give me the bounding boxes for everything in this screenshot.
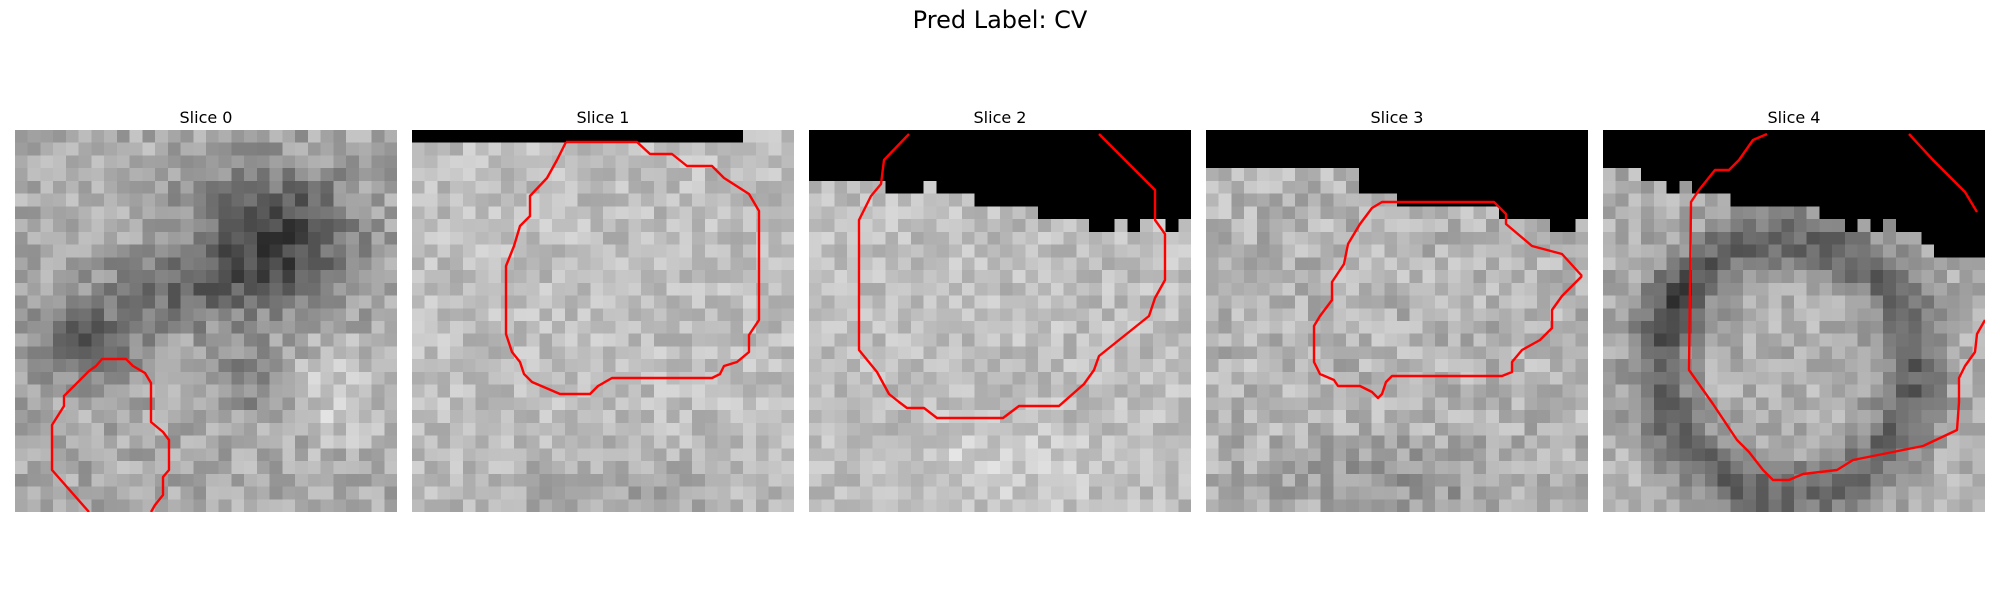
- slice-panel-1: Slice 1: [412, 106, 794, 512]
- slice-title: Slice 3: [1370, 108, 1424, 127]
- slice-panel-3: Slice 3: [1206, 106, 1588, 512]
- contour-overlay: [1687, 132, 1985, 482]
- contour-overlay: [504, 140, 761, 396]
- slice-image: [1206, 130, 1588, 512]
- slice-image: [1603, 130, 1985, 512]
- slice-panel-0: Slice 0: [15, 106, 397, 512]
- contour-line: [1908, 133, 1979, 213]
- contour-overlay: [50, 357, 171, 512]
- contour-overlay: [1312, 200, 1583, 400]
- contour-line: [50, 357, 171, 512]
- contour-line: [1312, 200, 1583, 400]
- slice-image: [412, 130, 794, 512]
- contour-line: [504, 140, 761, 396]
- contour-line: [857, 133, 1167, 420]
- slice-title: Slice 4: [1767, 108, 1821, 127]
- figure-title: Pred Label: CV: [912, 6, 1088, 34]
- slice-panel-2: Slice 2: [809, 106, 1191, 512]
- slice-title: Slice 1: [576, 108, 630, 127]
- slice-title: Slice 2: [973, 108, 1027, 127]
- slice-panel-4: Slice 4: [1603, 106, 1985, 512]
- contour-line: [1687, 132, 1985, 482]
- contour-overlay: [857, 133, 1167, 420]
- slice-title: Slice 0: [179, 108, 233, 127]
- slice-image: [15, 130, 397, 512]
